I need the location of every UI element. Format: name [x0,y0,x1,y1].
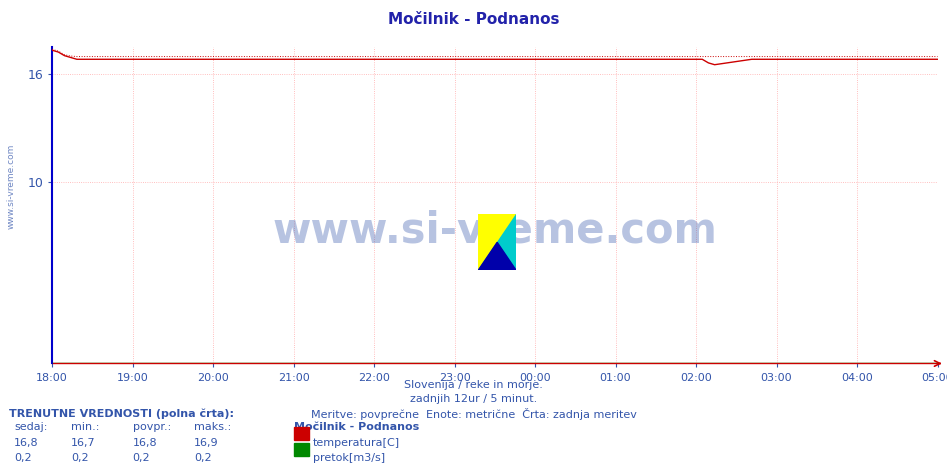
Text: 16,8: 16,8 [133,438,157,448]
Text: Slovenija / reke in morje.: Slovenija / reke in morje. [404,380,543,390]
Text: temperatura[C]: temperatura[C] [313,438,400,448]
Polygon shape [478,214,516,270]
Text: 0,2: 0,2 [194,453,212,463]
Text: www.si-vreme.com: www.si-vreme.com [273,209,717,251]
Text: 0,2: 0,2 [71,453,89,463]
Text: 16,9: 16,9 [194,438,219,448]
Text: zadnjih 12ur / 5 minut.: zadnjih 12ur / 5 minut. [410,394,537,404]
Text: pretok[m3/s]: pretok[m3/s] [313,453,384,463]
Text: 16,8: 16,8 [14,438,39,448]
Text: www.si-vreme.com: www.si-vreme.com [7,144,16,229]
Text: Močilnik - Podnanos: Močilnik - Podnanos [387,12,560,27]
Text: povpr.:: povpr.: [133,422,170,432]
Text: 0,2: 0,2 [133,453,151,463]
Text: maks.:: maks.: [194,422,231,432]
Text: Močilnik - Podnanos: Močilnik - Podnanos [294,422,419,432]
Text: 16,7: 16,7 [71,438,96,448]
Polygon shape [478,214,516,270]
Text: min.:: min.: [71,422,99,432]
Text: Meritve: povprečne  Enote: metrične  Črta: zadnja meritev: Meritve: povprečne Enote: metrične Črta:… [311,408,636,420]
Polygon shape [478,242,516,270]
Text: sedaj:: sedaj: [14,422,47,432]
Text: TRENUTNE VREDNOSTI (polna črta):: TRENUTNE VREDNOSTI (polna črta): [9,409,235,419]
Text: 0,2: 0,2 [14,453,32,463]
